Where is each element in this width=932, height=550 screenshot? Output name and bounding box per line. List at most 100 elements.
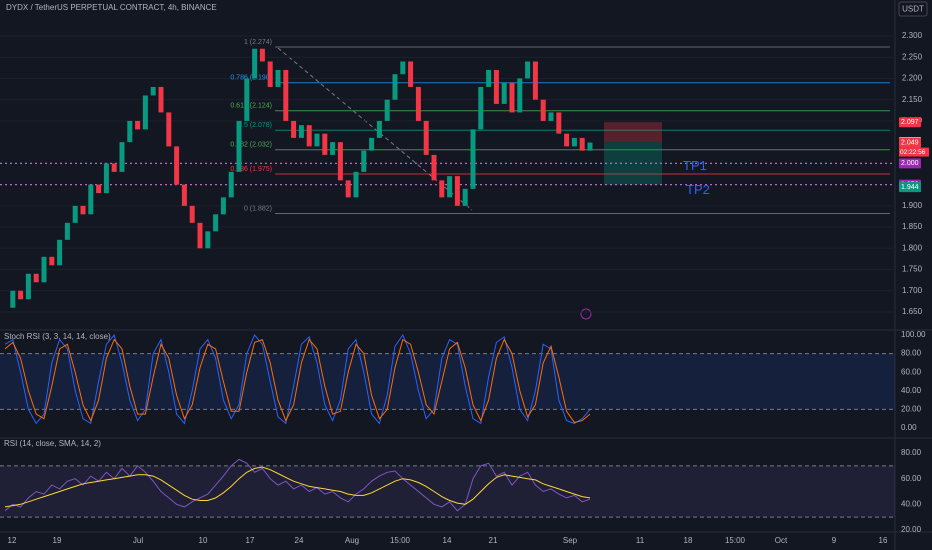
candle [72,205,78,223]
price-tag-label: 1.944 [901,184,919,191]
candle [337,142,343,181]
rsi-line [4,458,591,512]
candle [556,112,562,134]
event-icon[interactable] [580,308,592,320]
fib-label: 0.786 (2.190) [230,75,272,82]
fib-label: 0.5 (2.078) [238,122,272,129]
candle [298,125,304,138]
y-tick-label: 2.150 [902,95,923,104]
candle [548,112,554,121]
x-tick-label: 19 [53,536,62,545]
candle [454,176,460,206]
stoch-d [4,338,591,423]
candle [135,120,141,130]
candle [166,112,172,147]
x-tick-label: 10 [199,536,208,545]
candle [41,256,47,283]
fib-label: 0.236 (1.975) [230,166,272,173]
candle [158,86,164,113]
candle [150,86,156,96]
candle [439,180,445,198]
y-tick-label: 1.800 [902,243,923,252]
candle [103,163,109,194]
countdown: 02:22:56 [900,149,926,156]
x-tick-label: Oct [775,536,788,545]
candle [571,137,577,147]
price-tag-label: 2.000 [901,160,919,167]
y-tick-label: 2.200 [902,74,923,83]
x-tick-label: 21 [489,536,498,545]
candle [306,125,312,147]
candle [330,142,336,155]
x-tick-label: 12 [8,536,17,545]
x-tick-label: 17 [246,536,255,545]
fib-label: 1 (2.274) [244,39,272,46]
candle [345,180,351,198]
candle [564,133,570,147]
x-tick-label: 11 [636,536,645,545]
candle [532,61,538,100]
candle [275,69,281,87]
stoch-tick-label: 40.00 [901,386,922,395]
candle [57,239,63,266]
x-tick-label: 14 [443,536,452,545]
candle [587,142,593,151]
candle [96,184,102,194]
candle [470,129,476,189]
candle [486,69,492,87]
rsi-sma [4,466,591,508]
candle [369,137,375,151]
candle [423,120,429,155]
candle [64,222,70,240]
currency-label[interactable]: USDT [902,5,924,14]
fib-label: 0.382 (2.032) [230,142,272,149]
rsi-tick-label: 80.00 [901,448,922,457]
candle [478,86,484,130]
y-tick-label: 1.750 [902,265,923,274]
fib-label: 0.618 (2.124) [230,103,272,110]
price-tag-label: 2.097 [901,119,919,126]
stoch-title: Stoch RSI (3, 3, 14, 14, close) [4,332,111,341]
chart-title: DYDX / TetherUS PERPETUAL CONTRACT, 4h, … [6,3,217,12]
stoch-tick-label: 20.00 [901,405,922,414]
price-tag [899,137,921,148]
x-tick-label: Sep [563,536,578,545]
y-tick-label: 1.900 [902,201,923,210]
price-tag [899,182,921,193]
stop-zone [604,122,662,143]
candle [25,273,31,300]
candle [80,205,86,215]
candle [236,120,242,172]
candle [267,61,273,87]
stoch-tick-label: 0.00 [901,423,917,432]
x-tick-label: 9 [832,536,837,545]
y-tick-label: 1.850 [902,222,923,231]
candle [205,231,211,249]
candle [111,163,117,172]
target-label: TP2 [686,182,710,197]
currency-button[interactable] [898,1,928,17]
candle [259,48,265,62]
candle [353,171,359,198]
candle [447,176,453,198]
candle [174,146,180,185]
candle [49,256,55,266]
candle [501,82,507,104]
candle [314,133,320,147]
rsi-tick-label: 60.00 [901,474,922,483]
candle [392,74,398,100]
candle [400,61,406,75]
rsi-tick-label: 20.00 [901,525,922,534]
candle [181,184,187,206]
price-tag [899,117,921,128]
candle [283,69,289,121]
y-tick-label: 1.650 [902,307,923,316]
candle [142,95,148,130]
candle [525,61,531,79]
candle [244,78,250,121]
rsi-band [0,465,895,518]
candle [197,222,203,249]
candle [213,214,219,232]
x-tick-label: 18 [684,536,693,545]
